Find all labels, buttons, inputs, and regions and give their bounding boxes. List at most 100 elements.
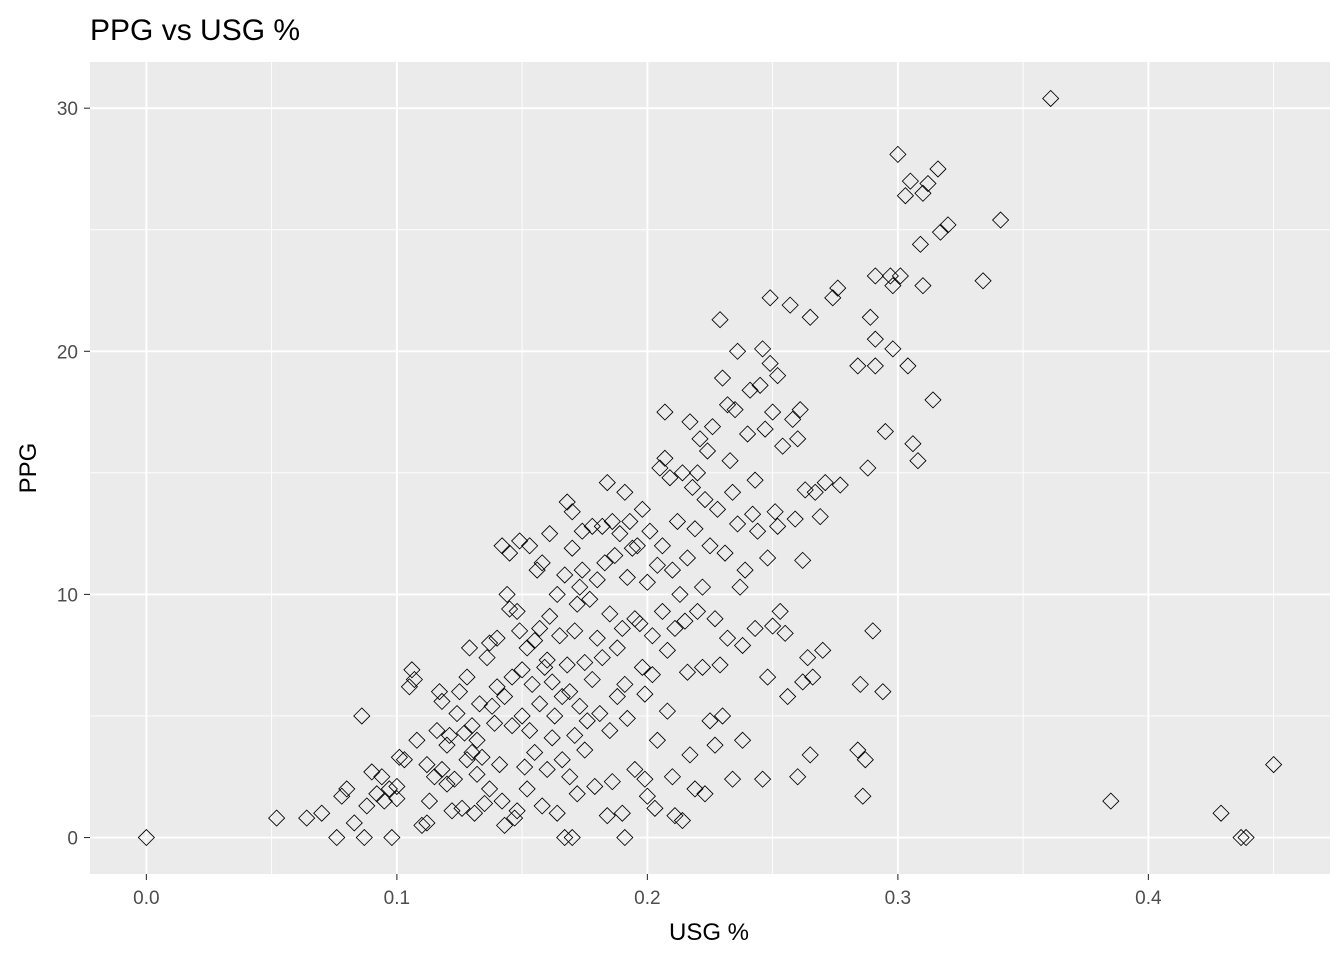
data-point bbox=[891, 267, 909, 285]
data-point bbox=[909, 452, 927, 470]
data-point bbox=[691, 430, 709, 448]
data-point bbox=[663, 768, 682, 786]
data-point bbox=[511, 622, 529, 640]
data-point bbox=[713, 707, 732, 725]
data-point bbox=[1232, 828, 1250, 847]
data-point bbox=[413, 816, 431, 834]
data-point bbox=[924, 391, 942, 409]
data-point bbox=[801, 308, 819, 326]
data-point bbox=[728, 515, 747, 533]
data-point bbox=[543, 729, 561, 747]
data-point bbox=[616, 675, 634, 693]
data-point bbox=[751, 376, 769, 394]
data-point bbox=[686, 780, 704, 798]
data-point bbox=[759, 549, 777, 567]
data-point bbox=[856, 751, 874, 769]
data-point bbox=[137, 828, 155, 847]
data-point bbox=[488, 629, 506, 647]
data-point bbox=[516, 758, 534, 776]
data-point bbox=[405, 670, 424, 689]
data-point bbox=[703, 418, 722, 436]
data-point bbox=[453, 799, 471, 817]
data-point bbox=[598, 473, 616, 492]
data-point bbox=[831, 476, 849, 494]
data-point bbox=[508, 602, 526, 621]
data-point bbox=[508, 802, 526, 820]
data-point bbox=[568, 595, 586, 613]
data-point bbox=[438, 736, 456, 754]
data-point bbox=[518, 639, 536, 657]
data-point bbox=[463, 717, 481, 735]
data-point bbox=[849, 741, 867, 759]
data-point bbox=[390, 748, 408, 766]
data-point bbox=[603, 512, 621, 531]
data-point bbox=[593, 649, 611, 667]
x-tick-label: 0.3 bbox=[885, 888, 911, 909]
data-point bbox=[806, 483, 824, 501]
data-point bbox=[693, 578, 712, 596]
data-point bbox=[616, 828, 634, 847]
data-point bbox=[593, 517, 611, 535]
major-gridlines bbox=[90, 62, 1330, 874]
data-point bbox=[613, 804, 631, 822]
data-point bbox=[603, 773, 621, 791]
data-point bbox=[538, 760, 556, 779]
data-point bbox=[313, 804, 331, 822]
data-point bbox=[546, 707, 564, 725]
data-point bbox=[500, 600, 519, 618]
data-point bbox=[673, 464, 692, 482]
minor-gridlines bbox=[90, 62, 1330, 874]
data-point bbox=[503, 717, 521, 735]
data-point bbox=[473, 748, 491, 766]
data-point bbox=[480, 634, 499, 652]
data-point bbox=[643, 666, 661, 684]
data-point bbox=[513, 707, 531, 725]
data-point bbox=[541, 525, 559, 543]
data-point bbox=[686, 520, 704, 538]
data-point bbox=[658, 641, 677, 659]
data-point bbox=[874, 683, 892, 701]
data-point bbox=[866, 330, 884, 348]
data-point bbox=[896, 187, 914, 205]
data-point bbox=[298, 809, 316, 827]
x-tick-label: 0.0 bbox=[133, 888, 159, 909]
data-point bbox=[658, 702, 677, 720]
data-point bbox=[889, 145, 907, 163]
data-point bbox=[784, 410, 802, 428]
data-point bbox=[576, 741, 594, 759]
data-point bbox=[646, 799, 664, 817]
data-point bbox=[373, 768, 391, 786]
data-point bbox=[631, 614, 649, 633]
data-point bbox=[764, 617, 782, 635]
data-point bbox=[776, 624, 794, 642]
data-point bbox=[468, 731, 486, 749]
data-point bbox=[503, 668, 521, 686]
data-point bbox=[759, 668, 777, 686]
data-point bbox=[523, 675, 541, 693]
data-point bbox=[816, 473, 834, 492]
data-point bbox=[706, 736, 724, 754]
data-point bbox=[408, 731, 426, 749]
data-point bbox=[561, 683, 579, 701]
data-point bbox=[485, 714, 504, 732]
data-point bbox=[666, 807, 684, 825]
data-point bbox=[683, 478, 702, 497]
data-point bbox=[460, 639, 479, 657]
data-point bbox=[563, 828, 581, 847]
data-point bbox=[861, 308, 879, 326]
data-point bbox=[696, 785, 714, 803]
data-point bbox=[586, 777, 604, 796]
data-point bbox=[581, 590, 599, 608]
data-point bbox=[884, 340, 902, 358]
data-point bbox=[601, 721, 619, 740]
data-point bbox=[445, 770, 464, 788]
data-point bbox=[733, 731, 752, 749]
data-point bbox=[881, 267, 899, 285]
data-point bbox=[789, 430, 807, 448]
y-tick-label: 0 bbox=[67, 829, 78, 850]
data-point bbox=[914, 184, 932, 202]
data-point bbox=[573, 561, 591, 579]
data-point bbox=[771, 602, 789, 621]
data-point bbox=[974, 272, 992, 290]
